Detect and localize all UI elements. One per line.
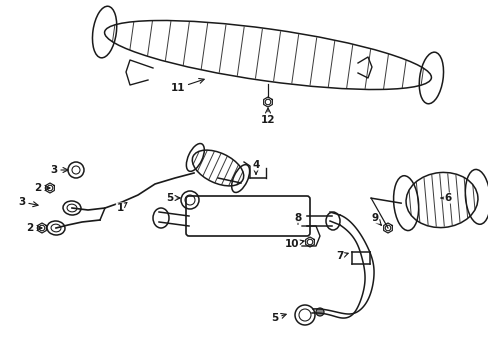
Text: 5: 5 [166, 193, 180, 203]
Text: 12: 12 [260, 108, 275, 125]
Text: 3: 3 [19, 197, 38, 207]
Text: 6: 6 [440, 193, 451, 203]
Text: 3: 3 [50, 165, 68, 175]
Text: 5: 5 [271, 313, 285, 323]
Text: 11: 11 [170, 78, 204, 93]
Text: 8: 8 [294, 213, 301, 224]
Text: 4: 4 [252, 160, 259, 174]
Circle shape [315, 308, 324, 316]
Text: 10: 10 [284, 239, 304, 249]
Text: 2: 2 [34, 183, 50, 193]
Text: 7: 7 [336, 251, 347, 261]
Text: 9: 9 [371, 213, 381, 225]
Text: 2: 2 [26, 223, 42, 233]
Text: 1: 1 [116, 202, 127, 213]
